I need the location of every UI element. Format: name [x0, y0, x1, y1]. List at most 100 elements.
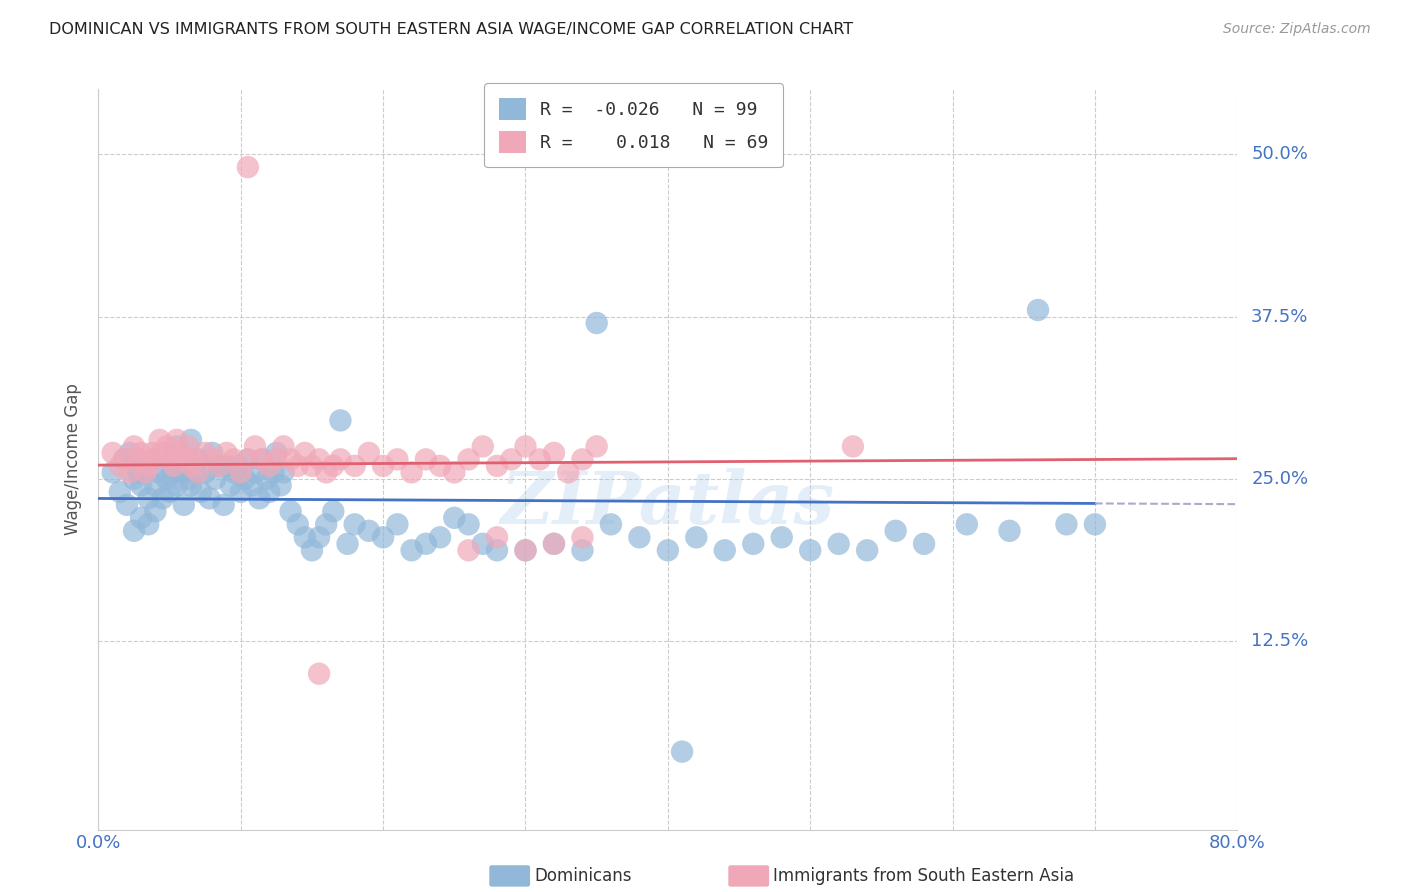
Point: [129, 478, 152, 492]
Point: [198, 491, 221, 506]
Point: [429, 458, 451, 473]
Point: [343, 458, 366, 473]
Point: [180, 433, 202, 447]
Point: [180, 458, 202, 473]
Point: [219, 478, 242, 492]
Legend: R =  -0.026   N = 99, R =    0.018   N = 69: R = -0.026 N = 99, R = 0.018 N = 69: [484, 84, 783, 167]
Text: 25.0%: 25.0%: [1251, 470, 1309, 488]
Point: [600, 517, 623, 532]
Point: [101, 466, 124, 480]
Point: [486, 530, 509, 544]
Point: [108, 484, 131, 499]
Point: [515, 439, 537, 453]
Point: [166, 478, 188, 492]
Point: [136, 491, 159, 506]
Point: [322, 504, 344, 518]
Point: [170, 466, 193, 480]
Point: [259, 458, 281, 473]
Point: [329, 452, 352, 467]
Point: [685, 530, 707, 544]
Point: [141, 452, 163, 467]
Point: [177, 439, 200, 453]
Point: [134, 458, 156, 473]
Point: [101, 446, 124, 460]
Point: [443, 466, 465, 480]
Point: [515, 543, 537, 558]
Y-axis label: Wage/Income Gap: Wage/Income Gap: [65, 384, 83, 535]
Point: [212, 498, 235, 512]
Point: [373, 458, 395, 473]
Point: [308, 530, 330, 544]
Point: [884, 524, 907, 538]
Point: [149, 433, 172, 447]
Point: [118, 466, 141, 480]
Point: [215, 446, 238, 460]
Point: [201, 446, 224, 460]
Point: [259, 484, 281, 499]
Point: [226, 458, 249, 473]
Point: [243, 439, 266, 453]
Point: [273, 439, 295, 453]
Point: [112, 452, 135, 467]
Point: [136, 517, 159, 532]
Point: [315, 466, 337, 480]
Text: DOMINICAN VS IMMIGRANTS FROM SOUTH EASTERN ASIA WAGE/INCOME GAP CORRELATION CHAR: DOMINICAN VS IMMIGRANTS FROM SOUTH EASTE…: [49, 22, 853, 37]
Point: [671, 745, 693, 759]
Point: [457, 452, 479, 467]
Point: [243, 466, 266, 480]
Point: [343, 517, 366, 532]
Point: [159, 452, 181, 467]
Point: [233, 472, 256, 486]
Point: [401, 543, 423, 558]
Point: [163, 458, 186, 473]
Point: [471, 537, 494, 551]
Point: [585, 439, 607, 453]
Point: [170, 446, 193, 460]
Point: [152, 446, 174, 460]
Point: [208, 458, 231, 473]
Point: [387, 452, 409, 467]
Point: [156, 472, 179, 486]
Point: [222, 466, 245, 480]
Point: [270, 478, 292, 492]
Point: [152, 446, 174, 460]
Point: [280, 452, 302, 467]
Point: [250, 452, 273, 467]
Point: [998, 524, 1021, 538]
Point: [222, 452, 245, 467]
Text: 37.5%: 37.5%: [1251, 308, 1309, 326]
Point: [112, 452, 135, 467]
Point: [145, 478, 167, 492]
Point: [141, 446, 163, 460]
Point: [122, 524, 145, 538]
Point: [159, 484, 181, 499]
Point: [236, 452, 259, 467]
Point: [799, 543, 821, 558]
Point: [415, 537, 437, 551]
Point: [457, 517, 479, 532]
Point: [215, 458, 238, 473]
Point: [148, 466, 170, 480]
Point: [201, 452, 224, 467]
Text: Source: ZipAtlas.com: Source: ZipAtlas.com: [1223, 22, 1371, 37]
Point: [443, 511, 465, 525]
Point: [486, 543, 509, 558]
Point: [628, 530, 651, 544]
Point: [429, 530, 451, 544]
Point: [273, 466, 295, 480]
Point: [912, 537, 935, 551]
Point: [301, 458, 323, 473]
Point: [301, 543, 323, 558]
Point: [515, 543, 537, 558]
Point: [173, 452, 195, 467]
Point: [501, 452, 523, 467]
Point: [236, 160, 259, 174]
Point: [401, 466, 423, 480]
Point: [208, 458, 231, 473]
Point: [229, 466, 252, 480]
Point: [152, 491, 174, 506]
Point: [742, 537, 765, 551]
Point: [162, 466, 184, 480]
Point: [322, 458, 344, 473]
Point: [657, 543, 679, 558]
